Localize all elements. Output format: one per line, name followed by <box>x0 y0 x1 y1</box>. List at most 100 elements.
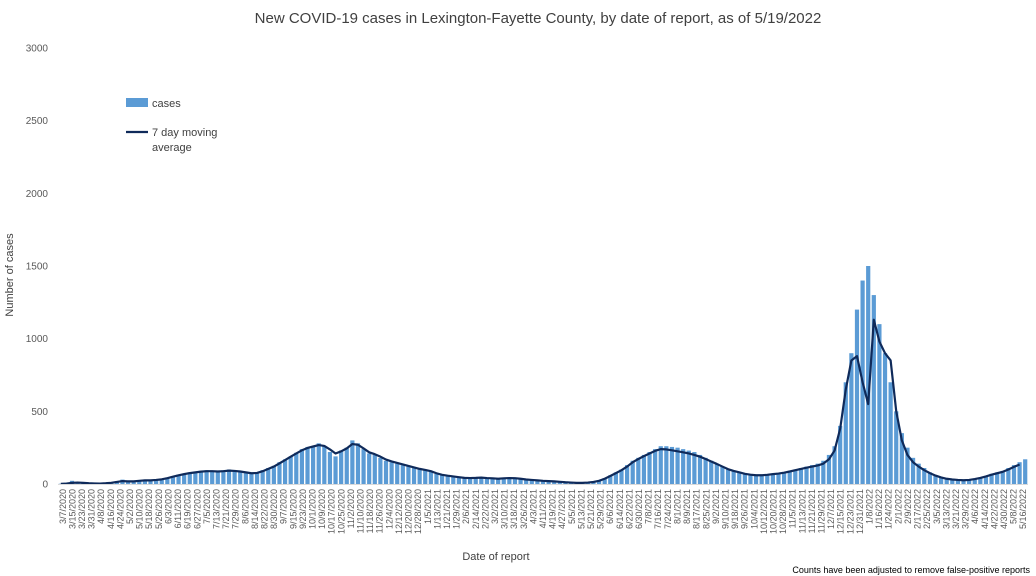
case-bar <box>198 470 204 484</box>
y-axis-ticks: 0 500 1000 1500 2000 2500 3000 <box>26 44 49 491</box>
case-bar <box>877 324 882 484</box>
x-tick-label: 5/2/2020 <box>125 489 135 524</box>
x-tick-label: 7/16/2021 <box>653 489 663 529</box>
x-tick-label: 7/5/2020 <box>202 489 212 524</box>
legend-label-cases: cases <box>152 98 181 110</box>
case-bar <box>826 454 832 484</box>
x-tick-label: 8/22/2020 <box>260 489 270 529</box>
x-tick-label: 11/21/2021 <box>807 489 817 533</box>
case-bar <box>210 470 215 484</box>
case-bar <box>832 446 837 484</box>
x-tick-label: 3/31/2020 <box>87 489 97 529</box>
case-bar <box>933 475 938 484</box>
case-bar <box>361 449 366 484</box>
x-tick-label: 12/20/2020 <box>404 489 414 534</box>
x-tick-label: 3/26/2021 <box>519 489 529 529</box>
case-bar <box>282 459 288 484</box>
legend-swatch-cases <box>126 98 148 107</box>
x-tick-label: 3/29/2022 <box>961 489 971 529</box>
x-tick-label: 8/30/2020 <box>269 489 279 529</box>
case-bar <box>658 446 663 484</box>
x-tick-label: 2/22/2021 <box>480 489 490 529</box>
case-bar <box>484 478 490 484</box>
case-bar <box>383 460 389 484</box>
case-bar <box>843 382 848 484</box>
case-bar <box>327 452 333 484</box>
case-bar <box>254 472 260 484</box>
case-bar <box>927 472 932 484</box>
x-tick-label: 3/23/2020 <box>77 489 87 529</box>
case-bar <box>653 449 658 484</box>
case-bar <box>765 474 770 484</box>
x-tick-label: 8/14/2020 <box>250 489 260 529</box>
case-bar <box>838 425 843 484</box>
case-bar <box>518 478 523 484</box>
case-bar <box>871 295 876 484</box>
case-bar <box>406 466 411 484</box>
case-bar <box>866 266 871 484</box>
case-bar <box>395 463 400 484</box>
case-bar <box>232 470 237 484</box>
case-bar <box>165 477 170 484</box>
case-bar <box>798 468 804 484</box>
case-bar <box>333 456 338 484</box>
x-tick-label: 6/3/2020 <box>163 489 173 524</box>
x-tick-label: 3/13/2022 <box>941 489 951 529</box>
case-bar <box>490 478 495 484</box>
case-bar <box>159 478 164 484</box>
x-tick-label: 9/2/2021 <box>711 489 721 524</box>
case-bar <box>125 481 131 484</box>
x-tick-label: 3/18/2021 <box>509 489 519 529</box>
case-bar <box>961 480 966 484</box>
case-bar <box>468 478 473 484</box>
case-bar <box>995 472 1000 484</box>
case-bar <box>955 479 961 484</box>
x-tick-label: 12/23/2021 <box>845 489 855 534</box>
case-bar <box>725 469 731 484</box>
case-bar <box>602 478 607 484</box>
case-bar <box>434 473 439 484</box>
case-bar <box>462 478 467 484</box>
case-bar <box>978 477 983 484</box>
case-bar <box>305 446 310 484</box>
case-bar <box>905 447 910 484</box>
case-bar <box>625 465 630 484</box>
case-bar <box>131 481 136 484</box>
case-bar <box>613 472 618 484</box>
x-tick-label: 7/21/2020 <box>221 489 231 529</box>
case-bar <box>400 465 405 484</box>
x-tick-label: 12/28/2020 <box>413 489 423 534</box>
case-bar <box>899 433 904 484</box>
x-tick-label: 10/20/2021 <box>769 489 779 534</box>
case-bar <box>322 446 327 484</box>
case-bar <box>742 473 747 484</box>
case-bar <box>664 446 669 484</box>
case-bar <box>524 479 529 484</box>
x-tick-label: 8/25/2021 <box>701 489 711 529</box>
case-bar <box>697 454 703 484</box>
case-bar <box>221 470 226 484</box>
case-bar <box>681 449 686 484</box>
case-bar <box>692 452 697 484</box>
x-tick-label: 10/1/2020 <box>308 489 318 529</box>
x-tick-label: 9/23/2020 <box>298 489 308 529</box>
x-tick-label: 5/10/2020 <box>135 489 145 529</box>
x-tick-label: 8/9/2021 <box>682 489 692 524</box>
x-axis-ticks: 3/7/2020 3/15/2020 3/23/2020 3/31/2020 4/8/2… <box>58 489 1028 534</box>
case-bar <box>299 449 305 484</box>
x-tick-label: 1/13/2021 <box>432 489 442 529</box>
case-bar <box>182 473 187 484</box>
case-bar <box>226 469 232 484</box>
x-tick-label: 12/15/2021 <box>836 489 846 534</box>
x-tick-label: 11/18/2020 <box>365 489 375 533</box>
case-bar <box>967 479 972 484</box>
x-tick-label: 3/7/2020 <box>58 489 68 524</box>
x-tick-label: 11/29/2021 <box>817 489 827 533</box>
x-tick-label: 9/7/2020 <box>279 489 289 524</box>
case-bar <box>1006 468 1011 484</box>
case-bar <box>193 471 198 484</box>
case-bar <box>411 468 417 484</box>
x-tick-label: 5/21/2021 <box>586 489 596 529</box>
case-bar <box>748 474 753 484</box>
x-tick-label: 6/11/2020 <box>173 489 183 528</box>
